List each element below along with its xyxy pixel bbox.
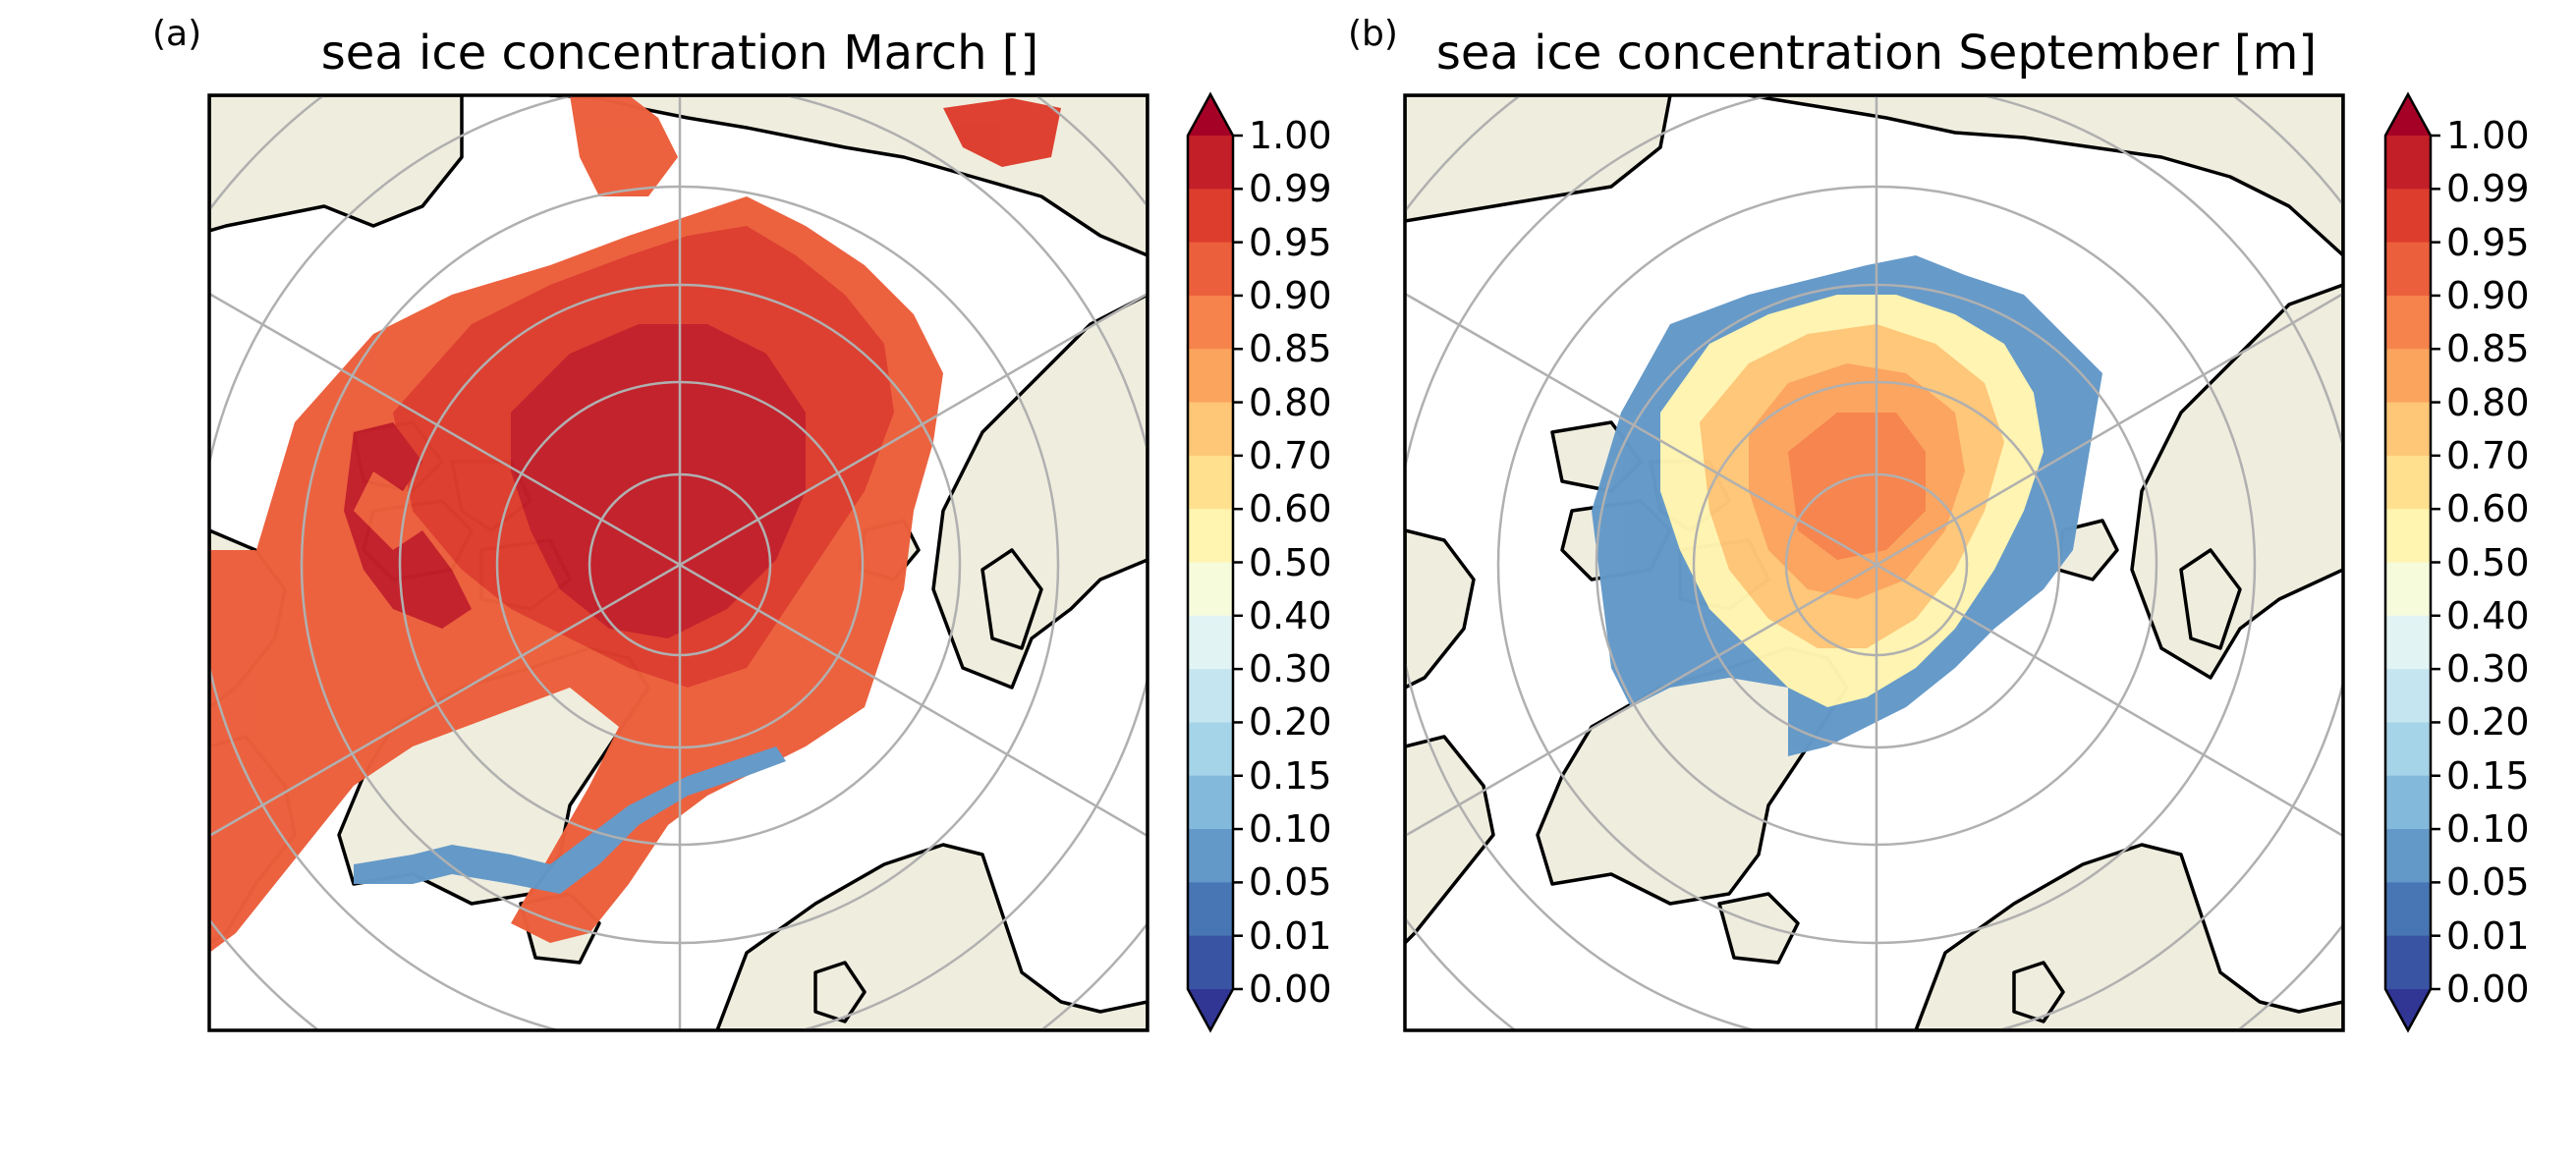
colorbar-tick-label: 0.15	[2446, 753, 2530, 798]
colorbar-segment	[1188, 349, 1233, 404]
colorbar-segment	[1188, 935, 1233, 990]
colorbar-tick-label: 0.05	[1249, 860, 1332, 905]
ice-core-center	[1788, 413, 1926, 560]
ice-northeast-patch	[943, 98, 1061, 167]
colorbar-segment	[1188, 722, 1233, 777]
colorbar-tick-label: 1.00	[1249, 114, 1332, 157]
colorbar-segment	[2385, 136, 2431, 190]
colorbar-segment	[2385, 295, 2431, 350]
colorbar-segment	[1188, 775, 1233, 830]
colorbar-tick-label: 0.00	[1249, 967, 1332, 1011]
colorbar-segment	[1188, 136, 1233, 190]
colorbar-tick-label: 1.00	[2446, 114, 2530, 157]
ice-edge-blue	[354, 746, 786, 894]
map-frame	[1403, 93, 2345, 1032]
panel-b-title: sea ice concentration September [m]	[1435, 26, 2318, 81]
colorbar-segment	[2385, 722, 2431, 777]
colorbar-extend-min	[1188, 989, 1233, 1030]
colorbar-tick-label: 0.90	[2446, 273, 2530, 317]
colorbar-tick-label: 0.20	[1249, 700, 1332, 745]
colorbar-segment	[1188, 562, 1233, 617]
colorbar-extend-max	[2385, 94, 2431, 136]
panel-b-letter: (b)	[1348, 14, 1398, 54]
colorbar-segment	[2385, 242, 2431, 297]
colorbar-tick-label: 0.90	[1249, 273, 1332, 317]
colorbar-segment	[1188, 189, 1233, 244]
colorbar-segment	[2385, 402, 2431, 457]
colorbar-segment	[2385, 669, 2431, 723]
colorbar-tick-label: 0.20	[2446, 700, 2530, 745]
ice-core	[511, 324, 806, 638]
map-panel-a	[207, 93, 1149, 1032]
colorbar-tick-label: 0.80	[1249, 380, 1332, 424]
colorbar-tick-label: 0.70	[2446, 433, 2530, 477]
colorbar-segment	[1188, 669, 1233, 723]
panel-a-letter: (a)	[152, 14, 202, 54]
map-frame	[207, 93, 1149, 1032]
colorbar-tick-label: 0.99	[1249, 167, 1332, 211]
colorbar-tick-label: 0.01	[2446, 913, 2530, 958]
colorbar-tick-label: 0.05	[2446, 860, 2530, 905]
colorbar-segment	[1188, 615, 1233, 670]
colorbar-segment	[1188, 402, 1233, 457]
colorbar-tick-label: 0.40	[2446, 593, 2530, 637]
colorbar-tick-label: 0.95	[1249, 220, 1332, 264]
colorbar-segment	[1188, 509, 1233, 563]
colorbar-tick-label: 0.30	[2446, 647, 2530, 691]
colorbar-extend-min	[2385, 989, 2431, 1030]
colorbar-segment	[2385, 562, 2431, 617]
colorbar-segment	[2385, 349, 2431, 404]
colorbar-tick-label: 0.60	[1249, 487, 1332, 531]
map-panel-b	[1403, 93, 2345, 1032]
colorbar-tick-label: 0.15	[1249, 753, 1332, 798]
colorbar-tick-label: 0.85	[2446, 327, 2530, 371]
colorbar-segment	[2385, 829, 2431, 883]
colorbar-tick-label: 0.99	[2446, 167, 2530, 211]
colorbar-b	[2383, 91, 2440, 1033]
graticule	[1405, 95, 2343, 1030]
colorbar-tick-label: 0.70	[1249, 433, 1332, 477]
ice-channels	[344, 422, 472, 629]
colorbar-tick-label: 0.95	[2446, 220, 2530, 264]
colorbar-segment	[1188, 882, 1233, 937]
colorbar-segment	[2385, 455, 2431, 510]
colorbar-tick-label: 0.00	[2446, 967, 2530, 1011]
colorbar-tick-label: 0.01	[1249, 913, 1332, 958]
colorbar-segment	[2385, 935, 2431, 990]
colorbar-tick-label: 0.60	[2446, 487, 2530, 531]
graticule	[209, 95, 1148, 1030]
panel-a-title: sea ice concentration March []	[320, 26, 1039, 81]
colorbar-segment	[2385, 189, 2431, 244]
ice-north-strip	[570, 95, 678, 196]
colorbar-tick-label: 0.10	[1249, 807, 1332, 852]
colorbar-tick-label: 0.85	[1249, 327, 1332, 371]
colorbar-extend-max	[1188, 94, 1233, 136]
colorbar-tick-label: 0.30	[1249, 647, 1332, 691]
colorbar-tick-label: 0.50	[1249, 540, 1332, 584]
colorbar-tick-label: 0.10	[2446, 807, 2530, 852]
colorbar-tick-label: 0.40	[1249, 593, 1332, 637]
colorbar-segment	[1188, 455, 1233, 510]
colorbar-a	[1186, 91, 1243, 1033]
colorbar-segment	[1188, 295, 1233, 350]
colorbar-segment	[2385, 775, 2431, 830]
colorbar-segment	[1188, 242, 1233, 297]
colorbar-segment	[2385, 882, 2431, 937]
colorbar-tick-label: 0.50	[2446, 540, 2530, 584]
colorbar-segment	[2385, 615, 2431, 670]
colorbar-segment	[1188, 829, 1233, 883]
colorbar-tick-label: 0.80	[2446, 380, 2530, 424]
colorbar-segment	[2385, 509, 2431, 563]
